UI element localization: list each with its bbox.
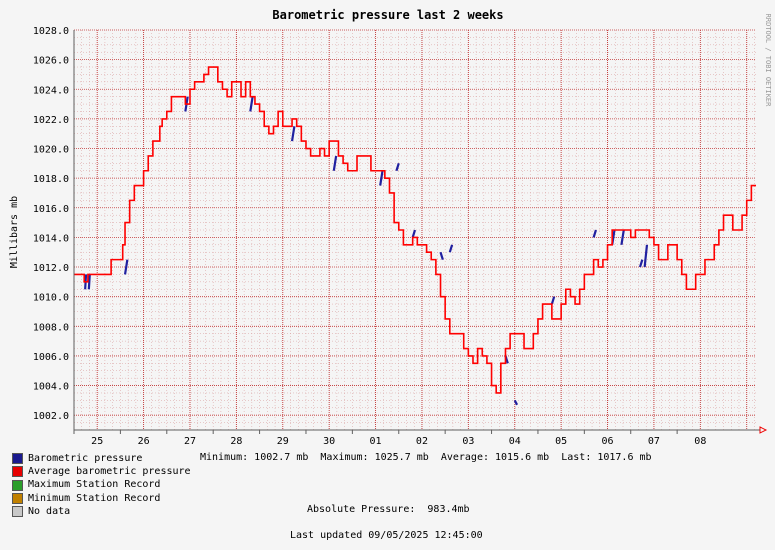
legend: Barometric pressure Average barometric p… [12,452,191,518]
pressure-spike [332,155,338,171]
legend-label: Barometric pressure [28,453,143,464]
y-tick-label: 1024.0 [33,85,69,96]
pressure-spike [643,244,649,268]
y-axis-label: Millibars mb [9,196,20,268]
y-tick-label: 1006.0 [33,352,69,363]
legend-label: Average barometric pressure [28,466,191,478]
y-tick-label: 1018.0 [33,174,69,185]
last-updated: Last updated 09/05/2025 12:45:00 [290,530,483,541]
pressure-spike [592,229,597,238]
x-tick-label: 05 [555,436,567,447]
pressure-spike [123,259,129,275]
x-axis-arrow-icon [759,426,768,434]
y-tick-label: 1004.0 [33,382,69,393]
x-tick-label: 07 [648,436,660,447]
legend-swatch [12,466,23,478]
x-tick-label: 01 [370,436,382,447]
average-pressure-line [74,66,756,394]
pressure-spike [620,229,625,245]
x-tick-label: 02 [416,436,428,447]
x-tick-label: 04 [509,436,521,447]
pressure-spike [249,96,254,112]
legend-swatch [12,492,23,504]
x-tick-label: 06 [602,436,614,447]
pressure-spike [550,296,556,305]
x-tick-label: 08 [694,436,706,447]
pressure-spike [87,274,91,290]
grid [73,29,756,431]
series-lines [74,66,756,406]
x-tick-label: 30 [323,436,335,447]
pressure-spike [513,399,519,406]
x-tick-label: 26 [138,436,150,447]
legend-item-average: Average barometric pressure [12,465,191,478]
legend-item-no-data: No data [12,505,191,518]
legend-item-pressure: Barometric pressure [12,452,191,465]
y-tick-label: 1016.0 [33,204,69,215]
y-tick-label: 1022.0 [33,115,69,126]
y-tick-label: 1012.0 [33,263,69,274]
y-tick-labels: 1002.0 1004.0 1006.0 1008.0 1010.0 1012.0 1014… [33,26,69,422]
y-tick-label: 1028.0 [33,26,69,37]
x-tick-label: 03 [462,436,474,447]
legend-swatch [12,453,23,465]
rrdtool-watermark: RRDTOOL / TOBI OETIKER [764,14,772,108]
pressure-spike [379,170,384,186]
pressure-spike [448,244,454,253]
pressure-spike [395,163,400,172]
y-tick-label: 1010.0 [33,293,69,304]
pressure-stats: Minimum: 1002.7 mb Maximum: 1025.7 mb Av… [200,452,652,463]
legend-label: Maximum Station Record [28,479,161,491]
pressure-spike [638,259,644,268]
legend-item-max-record: Maximum Station Record [12,478,191,491]
pressure-spike [290,126,296,142]
legend-item-min-record: Minimum Station Record [12,492,191,505]
x-tick-label: 27 [184,436,196,447]
legend-swatch [12,479,23,491]
x-tick-label: 29 [277,436,289,447]
legend-label: No data [28,505,71,517]
chart-title: Barometric pressure last 2 weeks [272,8,503,22]
y-tick-label: 1020.0 [33,145,69,156]
x-tick-labels: 25 26 27 28 29 30 01 02 03 04 05 06 07 08 [73,430,706,447]
y-tick-label: 1008.0 [33,322,69,333]
y-tick-label: 1002.0 [33,411,69,422]
legend-swatch [12,505,23,517]
absolute-pressure: Absolute Pressure: 983.4mb [307,504,470,515]
legend-label: Minimum Station Record [28,492,161,504]
pressure-spike [411,229,417,238]
pressure-spike [439,251,444,260]
x-tick-label: 28 [230,436,242,447]
x-tick-label: 25 [91,436,103,447]
y-tick-label: 1026.0 [33,56,69,67]
y-tick-label: 1014.0 [33,233,69,244]
